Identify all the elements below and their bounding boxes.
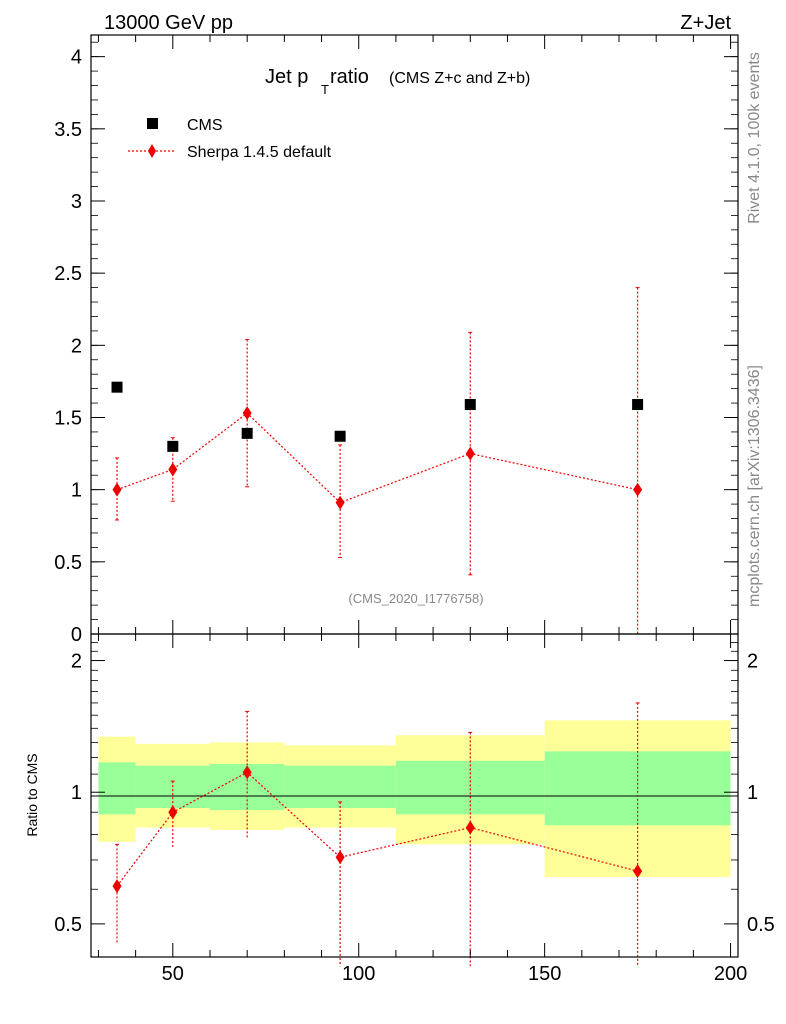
ratio-ylabel: Ratio to CMS [24, 753, 40, 836]
main-y-tick-label: 3.5 [54, 119, 82, 141]
ratio-mc-line [116, 771, 638, 887]
main-y-tick-label: 2.5 [54, 263, 82, 285]
ratio-mc-point [633, 864, 643, 879]
axes: 0 0.5 1 1.5 2 2.5 3 3.5 4 50 100 150 200 0.5 0.5 1 1 2 2 [54, 35, 775, 985]
main-data-series [111, 381, 644, 452]
title-ratio: ratio [330, 66, 369, 88]
cms-data-point [334, 430, 346, 442]
ratio-mc-point [168, 805, 178, 820]
mc-point [633, 482, 643, 497]
ratio-panel-frame [90, 633, 739, 958]
legend: CMS Sherpa 1.4.5 default [128, 117, 332, 161]
ratio-y-tick-label: 2 [71, 651, 82, 673]
ratio-band-inner [98, 762, 136, 815]
x-tick-label: 150 [528, 963, 561, 985]
analysis-id: (CMS_2020_I1776758) [348, 591, 483, 606]
mc-point [242, 406, 252, 421]
main-y-tick-label: 1 [71, 480, 82, 502]
cms-data-point [464, 399, 476, 411]
title-main: Jet p [265, 66, 308, 88]
main-y-tick-label: 0.5 [54, 552, 82, 574]
mc-point [465, 446, 475, 461]
legend-cms-marker [147, 118, 158, 129]
cms-data-point [241, 427, 253, 439]
ratio-y-tick-label-right: 1 [747, 782, 758, 804]
ratio-y-tick-label-right: 2 [747, 651, 758, 673]
energy-label: 13000 GeV pp [104, 12, 233, 34]
mc-point [168, 462, 178, 477]
ratio-mc-point [112, 879, 122, 894]
mc-line [116, 412, 638, 504]
ratio-mc-point [242, 765, 252, 780]
ratio-mc-series [112, 702, 643, 967]
mc-point [112, 482, 122, 497]
x-tick-label: 200 [714, 963, 747, 985]
mc-point [335, 495, 345, 510]
ratio-y-tick-label: 0.5 [54, 914, 82, 936]
chart-title: Jet p T ratio (CMS Z+c and Z+b) [265, 66, 530, 97]
x-tick-label: 50 [162, 963, 184, 985]
ratio-bands [98, 720, 731, 877]
rivet-label: Rivet 4.1.0, 100k events [746, 52, 763, 224]
cms-data-point [632, 399, 644, 411]
main-y-tick-label: 4 [71, 47, 82, 69]
title-extra: (CMS Z+c and Z+b) [389, 70, 530, 87]
main-y-tick-label: 2 [71, 335, 82, 357]
cms-data-point [167, 440, 179, 452]
cms-data-point [111, 381, 123, 393]
ratio-band-inner [284, 765, 396, 809]
process-label: Z+Jet [680, 12, 731, 34]
main-y-tick-label: 0 [71, 624, 82, 646]
ratio-y-tick-label-right: 0.5 [747, 914, 775, 936]
main-mc-series [112, 287, 643, 635]
legend-mc-marker [148, 144, 156, 158]
ratio-mc-point [335, 850, 345, 865]
main-y-tick-label: 1.5 [54, 407, 82, 429]
title-subscript: T [321, 82, 329, 97]
x-tick-label: 100 [342, 963, 375, 985]
main-y-tick-label: 3 [71, 191, 82, 213]
legend-mc-label: Sherpa 1.4.5 default [187, 144, 332, 161]
mcplots-label: mcplots.cern.ch [arXiv:1306.3436] [746, 365, 763, 607]
ratio-y-tick-label: 1 [71, 782, 82, 804]
legend-cms-label: CMS [187, 117, 223, 134]
ratio-mc-point [465, 820, 475, 835]
